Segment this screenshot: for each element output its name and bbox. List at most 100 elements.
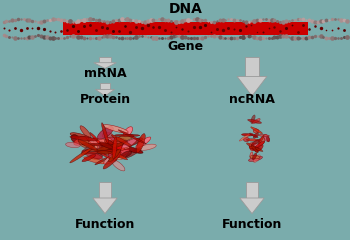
Ellipse shape: [259, 135, 264, 144]
Bar: [245, 57, 259, 77]
Ellipse shape: [115, 134, 134, 142]
Ellipse shape: [255, 141, 265, 148]
Ellipse shape: [96, 139, 113, 146]
Text: DNA: DNA: [169, 2, 202, 16]
Text: ncRNA: ncRNA: [229, 93, 275, 106]
Ellipse shape: [250, 155, 260, 159]
Ellipse shape: [82, 155, 96, 162]
Ellipse shape: [246, 143, 259, 150]
Ellipse shape: [124, 127, 133, 137]
Ellipse shape: [252, 143, 258, 151]
Ellipse shape: [104, 153, 119, 164]
Ellipse shape: [250, 143, 254, 151]
Ellipse shape: [105, 140, 113, 153]
Ellipse shape: [71, 135, 79, 142]
Ellipse shape: [78, 140, 97, 150]
Ellipse shape: [78, 134, 93, 148]
Ellipse shape: [253, 133, 259, 138]
Ellipse shape: [95, 157, 107, 165]
Ellipse shape: [113, 143, 122, 156]
Ellipse shape: [114, 142, 120, 149]
Ellipse shape: [105, 139, 121, 155]
Ellipse shape: [249, 146, 258, 149]
Ellipse shape: [111, 135, 132, 146]
Ellipse shape: [116, 154, 126, 160]
Ellipse shape: [102, 145, 115, 150]
Ellipse shape: [264, 134, 270, 141]
Polygon shape: [93, 63, 116, 68]
Ellipse shape: [244, 138, 250, 142]
Ellipse shape: [74, 136, 89, 145]
Ellipse shape: [255, 148, 263, 151]
Text: Gene: Gene: [167, 40, 204, 53]
Ellipse shape: [249, 146, 257, 150]
Ellipse shape: [65, 142, 80, 148]
Ellipse shape: [108, 149, 120, 162]
Bar: [100, 83, 110, 90]
FancyBboxPatch shape: [63, 22, 308, 35]
Polygon shape: [93, 198, 117, 214]
Ellipse shape: [252, 143, 259, 147]
Ellipse shape: [104, 145, 120, 155]
Ellipse shape: [239, 134, 250, 141]
Ellipse shape: [253, 129, 259, 133]
Ellipse shape: [115, 149, 130, 157]
Ellipse shape: [105, 138, 114, 150]
Ellipse shape: [250, 152, 253, 158]
Ellipse shape: [82, 150, 103, 159]
Ellipse shape: [93, 138, 105, 154]
Ellipse shape: [80, 126, 91, 138]
Ellipse shape: [98, 126, 113, 139]
Ellipse shape: [108, 137, 128, 143]
Ellipse shape: [111, 160, 125, 171]
Ellipse shape: [114, 134, 140, 137]
Ellipse shape: [70, 133, 93, 141]
Ellipse shape: [104, 142, 113, 153]
Ellipse shape: [70, 147, 93, 163]
Ellipse shape: [136, 137, 151, 148]
Ellipse shape: [122, 139, 137, 148]
Ellipse shape: [91, 148, 114, 160]
Ellipse shape: [251, 127, 262, 134]
Ellipse shape: [81, 144, 95, 155]
Ellipse shape: [252, 119, 260, 124]
Ellipse shape: [246, 139, 259, 141]
Polygon shape: [240, 198, 264, 214]
Ellipse shape: [97, 151, 112, 154]
Ellipse shape: [250, 133, 258, 138]
Bar: [246, 182, 258, 198]
Ellipse shape: [90, 132, 103, 146]
Ellipse shape: [85, 149, 118, 152]
Ellipse shape: [100, 145, 116, 150]
Ellipse shape: [99, 143, 119, 151]
Ellipse shape: [86, 141, 98, 149]
Ellipse shape: [101, 140, 114, 149]
Ellipse shape: [258, 135, 270, 137]
Ellipse shape: [103, 125, 128, 133]
Ellipse shape: [251, 147, 261, 151]
Ellipse shape: [248, 119, 261, 123]
Ellipse shape: [99, 146, 128, 160]
Ellipse shape: [108, 148, 116, 159]
Ellipse shape: [102, 132, 114, 139]
Ellipse shape: [258, 138, 265, 145]
Polygon shape: [237, 77, 267, 96]
Ellipse shape: [75, 136, 96, 147]
Ellipse shape: [118, 130, 146, 144]
Ellipse shape: [251, 139, 260, 145]
Ellipse shape: [100, 144, 119, 154]
Ellipse shape: [137, 144, 156, 150]
Ellipse shape: [100, 142, 113, 148]
Ellipse shape: [251, 115, 255, 123]
Ellipse shape: [112, 139, 125, 146]
Ellipse shape: [120, 138, 143, 148]
Ellipse shape: [114, 146, 125, 151]
Text: Function: Function: [222, 218, 282, 231]
Text: Protein: Protein: [79, 93, 131, 106]
Ellipse shape: [82, 143, 113, 146]
Ellipse shape: [97, 143, 124, 151]
Ellipse shape: [125, 148, 141, 158]
Ellipse shape: [70, 136, 98, 141]
Ellipse shape: [255, 145, 263, 152]
Text: mRNA: mRNA: [84, 67, 126, 80]
